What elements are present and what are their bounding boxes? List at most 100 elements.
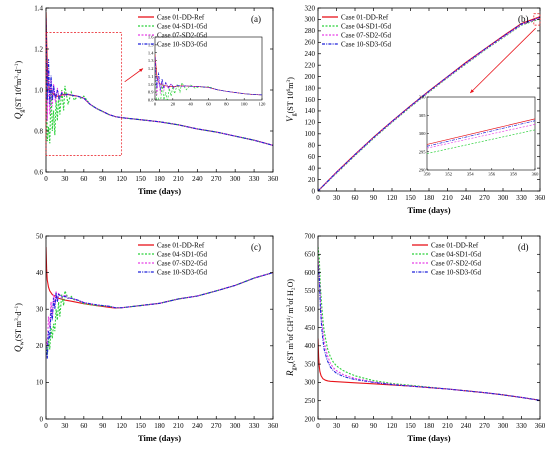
series-line-inset-a-3 (155, 56, 262, 96)
y-axis-label-part-c-1: w (20, 340, 26, 345)
y-axis-label-part-d-7: 3 (286, 304, 292, 307)
inset-y-tick-label-a-6: 1.4 (148, 50, 154, 55)
x-tick-label-d-10: 300 (498, 422, 509, 430)
inset-series-a (155, 54, 262, 100)
y-axis-label-part-b-2: (ST 10 (286, 92, 295, 114)
y-tick-label-a-2: 1.0 (34, 86, 43, 94)
y-tick-label-b-13: 260 (305, 39, 316, 47)
zoom-arrow-b (469, 27, 536, 94)
x-tick-label-d-8: 240 (461, 422, 472, 430)
y-tick-label-c-3: 30 (36, 306, 44, 314)
y-axis-label-b: Vg(ST 106m3) (285, 77, 298, 122)
series-line-d-0 (318, 338, 540, 401)
y-tick-label-c-1: 10 (36, 379, 44, 387)
y-axis-label-part-d-2: (ST m (286, 342, 295, 363)
y-axis-label-part-a-5: 3 (14, 76, 20, 79)
inset-y-tick-label-a-4: 1.2 (148, 66, 154, 71)
y-tick-label-c-2: 20 (36, 342, 44, 350)
legend-label-c-2: Case 07-SD2-05d (157, 260, 207, 268)
x-tick-label-b-5: 150 (405, 194, 416, 202)
inset-x-tick-label-a-2: 40 (188, 102, 193, 107)
inset-frame-a (154, 36, 263, 101)
y-tick-label-b-15: 300 (305, 16, 316, 24)
inset-y-tick-label-a-5: 1.3 (148, 58, 154, 63)
y-tick-label-a-1: 0.8 (34, 127, 43, 135)
y-tick-label-d-5: 450 (305, 324, 316, 332)
x-tick-label-c-1: 30 (61, 422, 69, 430)
x-tick-label-d-5: 150 (405, 422, 416, 430)
panel-label-c: (c) (251, 242, 261, 252)
legend-label-a-2: Case 07-SD2-05d (157, 32, 207, 40)
x-tick-label-b-3: 90 (370, 194, 378, 202)
panel-c: 0 30 60 90 120 150 180 210 240 270 300 330 360010203… (13, 232, 279, 443)
y-axis-label-part-d-3: 3 (286, 340, 292, 343)
y-axis-label-part-a-2: (ST 10 (14, 88, 23, 110)
series-group-b (318, 16, 540, 191)
y-tick-label-b-16: 320 (305, 4, 316, 12)
inset-y-tick-label-a-3: 1.1 (148, 74, 154, 79)
x-tick-label-a-7: 210 (173, 175, 184, 183)
inset-y-tick-label-b-2: 300 (419, 131, 427, 136)
x-tick-label-b-6: 180 (424, 194, 435, 202)
y-axis-label-part-a-7: −1 (14, 63, 20, 69)
x-tick-label-c-12: 360 (268, 422, 279, 430)
x-tick-label-a-0: 0 (44, 175, 48, 183)
y-tick-label-d-10: 700 (305, 232, 316, 240)
y-tick-label-c-4: 40 (36, 269, 44, 277)
x-tick-label-d-2: 60 (352, 422, 360, 430)
x-tick-label-a-3: 90 (99, 175, 107, 183)
y-axis-label-part-a-6: ·d (14, 69, 23, 76)
x-tick-label-c-0: 0 (44, 422, 48, 430)
x-tick-label-b-1: 30 (333, 194, 341, 202)
x-tick-label-d-1: 30 (333, 422, 341, 430)
y-tick-label-d-6: 500 (305, 306, 316, 314)
panel-label-d: (d) (518, 242, 529, 252)
y-axis-label-part-b-6: ) (286, 77, 295, 80)
x-tick-label-c-5: 150 (135, 422, 146, 430)
x-tick-label-d-3: 90 (370, 422, 378, 430)
inset-series-b (427, 118, 535, 154)
x-tick-label-d-4: 120 (387, 422, 398, 430)
zoom-box-b (533, 13, 541, 26)
series-line-inset-b-1 (427, 129, 535, 154)
y-tick-label-b-8: 160 (305, 96, 316, 104)
y-tick-label-d-9: 650 (305, 251, 316, 259)
legend-label-c-1: Case 04-SD1-05d (157, 251, 207, 259)
inset-y-tick-label-a-7: 1.5 (148, 42, 154, 47)
y-axis-label-part-d-0: R (285, 370, 295, 377)
zoom-box-a (45, 32, 123, 156)
x-tick-label-a-10: 300 (230, 175, 241, 183)
legend-label-b-2: Case 07-SD2-05d (341, 32, 391, 40)
y-tick-label-b-2: 40 (308, 164, 316, 172)
series-group-c (46, 246, 273, 359)
y-tick-label-b-5: 100 (305, 130, 316, 138)
panel-label-a: (a) (251, 14, 261, 24)
inset-y-tick-label-a-0: 0.8 (148, 98, 154, 103)
inset-x-tick-label-a-0: 0 (154, 102, 157, 107)
legend-label-b-3: Case 10-SD3-05d (341, 41, 391, 49)
x-tick-label-d-9: 270 (479, 422, 490, 430)
y-axis-label-part-c-2: (ST m (14, 320, 23, 341)
series-group-a (46, 12, 273, 146)
x-tick-label-a-2: 60 (80, 175, 88, 183)
series-line-a-3 (46, 18, 273, 146)
x-tick-label-d-11: 330 (516, 422, 527, 430)
inset-x-tick-label-a-4: 80 (224, 102, 229, 107)
x-tick-label-b-2: 60 (352, 194, 360, 202)
x-tick-label-b-10: 300 (498, 194, 509, 202)
x-axis-label-c: Time (days) (138, 433, 181, 443)
y-axis-label-part-c-4: ·d (14, 312, 23, 319)
y-tick-label-b-0: 0 (312, 187, 316, 195)
panel-label-b: (b) (518, 14, 529, 24)
series-line-inset-b-0 (427, 118, 535, 145)
y-tick-label-b-6: 120 (305, 119, 316, 127)
y-axis-label-part-b-4: m (286, 82, 295, 89)
legend-label-b-1: Case 04-SD1-05d (341, 23, 391, 31)
x-tick-label-a-1: 30 (61, 175, 69, 183)
legend-label-d-3: Case 10-SD3-05d (431, 269, 481, 277)
y-axis-label-part-d-6: / m (286, 307, 295, 318)
y-tick-label-c-0: 0 (40, 415, 44, 423)
y-tick-label-a-4: 1.4 (34, 4, 43, 12)
inset-x-tick-label-a-5: 100 (241, 102, 249, 107)
